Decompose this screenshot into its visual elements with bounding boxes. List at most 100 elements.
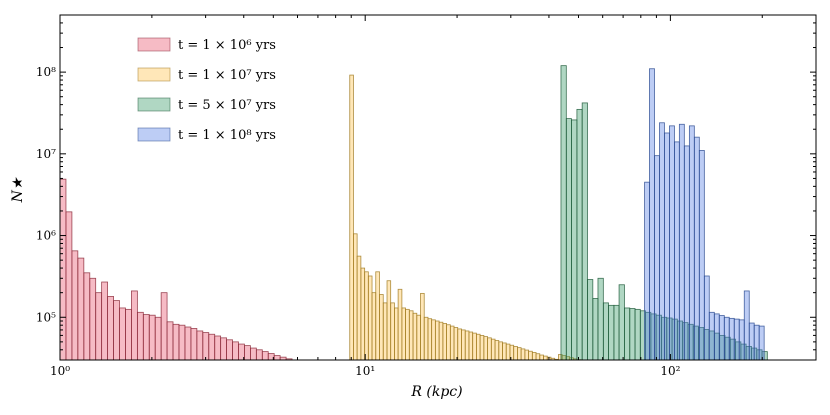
bar xyxy=(89,277,97,361)
bar xyxy=(718,315,725,361)
bar xyxy=(349,74,354,361)
y-axis-ticks: 10⁵ 10⁶ 10⁷ 10⁸ xyxy=(36,14,816,361)
bar xyxy=(390,302,395,361)
bar xyxy=(472,332,477,361)
bar xyxy=(119,307,126,361)
bar xyxy=(408,310,414,361)
bar xyxy=(405,308,410,361)
legend-label: t = 1 × 10⁸ yrs xyxy=(178,128,276,143)
bar xyxy=(713,313,720,361)
bar xyxy=(468,331,474,361)
bar xyxy=(753,324,760,361)
bar xyxy=(528,350,533,361)
bar xyxy=(273,355,281,361)
bar xyxy=(427,318,433,361)
bar xyxy=(83,272,91,361)
bar xyxy=(226,339,233,361)
bar xyxy=(184,326,192,361)
bar xyxy=(379,294,384,361)
bar xyxy=(581,102,588,361)
bar xyxy=(136,311,144,361)
bar xyxy=(397,288,403,361)
bar xyxy=(353,233,358,361)
y-tick-label: 10⁸ xyxy=(36,65,56,79)
legend-label: t = 1 × 10⁶ yrs xyxy=(178,38,276,53)
bar xyxy=(59,178,67,361)
bar xyxy=(733,318,740,361)
bar xyxy=(101,281,108,361)
bar xyxy=(693,136,700,361)
bar xyxy=(487,337,492,361)
bar xyxy=(95,292,103,361)
bar xyxy=(624,307,631,361)
y-tick-label: 10⁵ xyxy=(36,310,56,324)
bar xyxy=(524,349,530,361)
legend-label: t = 5 × 10⁷ yrs xyxy=(178,98,276,113)
bar xyxy=(386,280,392,361)
bar xyxy=(416,314,421,361)
bar xyxy=(494,340,500,361)
bar xyxy=(748,322,755,361)
bar xyxy=(520,348,526,361)
bar xyxy=(453,327,459,361)
bar xyxy=(758,325,765,361)
bar xyxy=(364,271,369,361)
bar xyxy=(423,316,429,361)
legend-swatch xyxy=(137,67,171,82)
bar xyxy=(131,290,138,361)
plot-border xyxy=(59,14,817,361)
bar xyxy=(576,108,583,361)
bar xyxy=(703,275,710,361)
bar xyxy=(659,122,665,361)
bar xyxy=(498,341,503,361)
bar xyxy=(587,279,594,361)
bar xyxy=(674,141,680,361)
bar xyxy=(592,298,599,361)
bar xyxy=(513,346,518,361)
x-axis-label: R (kpc) xyxy=(410,384,462,400)
bar xyxy=(255,349,263,361)
bar xyxy=(178,324,186,361)
bar xyxy=(543,355,548,361)
bar xyxy=(107,296,114,361)
bar xyxy=(678,123,685,361)
bar xyxy=(483,336,488,361)
bar xyxy=(613,304,620,361)
bar xyxy=(644,181,650,361)
bar xyxy=(382,302,388,361)
bar xyxy=(208,333,216,361)
bar xyxy=(431,319,436,361)
bar xyxy=(728,317,735,361)
bar xyxy=(669,125,675,361)
series-2 xyxy=(349,74,582,361)
bar xyxy=(196,330,204,361)
bar xyxy=(539,354,544,361)
x-tick-label: 10⁰ xyxy=(50,364,70,378)
bar xyxy=(743,290,750,361)
bar xyxy=(505,343,511,361)
bar xyxy=(698,150,705,361)
bar xyxy=(502,342,507,361)
bar xyxy=(249,347,257,361)
bar xyxy=(683,145,690,361)
bar xyxy=(446,324,451,361)
bar xyxy=(608,304,615,361)
bar xyxy=(442,323,447,361)
bar xyxy=(113,300,120,361)
bar xyxy=(371,292,377,361)
bar xyxy=(148,314,156,361)
axes-frame xyxy=(59,14,817,361)
bar xyxy=(449,325,455,361)
y-tick-label: 10⁶ xyxy=(36,229,56,243)
bar xyxy=(517,347,522,361)
bar xyxy=(464,330,470,361)
bar xyxy=(202,332,210,361)
series-1 xyxy=(59,178,293,361)
bar xyxy=(412,312,418,361)
bar xyxy=(708,311,715,361)
bar xyxy=(664,132,670,361)
bar xyxy=(244,345,251,361)
bar xyxy=(629,308,636,361)
bar xyxy=(71,250,79,361)
